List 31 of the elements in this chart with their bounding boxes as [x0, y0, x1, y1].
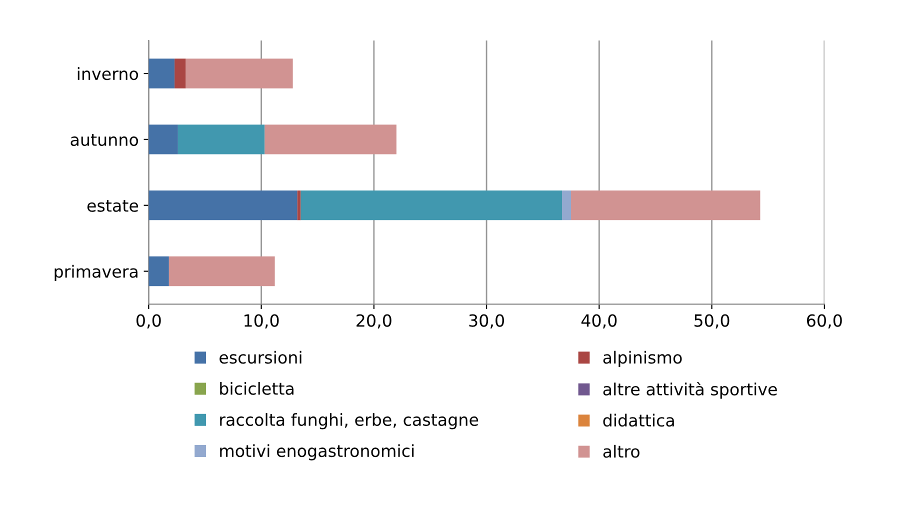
x-tick-label: 10,0 — [244, 314, 279, 329]
legend-label: altro — [603, 444, 640, 458]
bar — [148, 190, 298, 220]
legend-label: altre attività sportive — [603, 382, 777, 399]
x-tick-label: 0,0 — [136, 314, 161, 329]
y-tick-label: estate — [87, 200, 138, 212]
bar — [178, 124, 265, 154]
bar — [300, 190, 562, 220]
bar — [264, 124, 396, 154]
x-tick-label: 20,0 — [356, 314, 392, 329]
x-tick-label: 60,0 — [807, 314, 842, 329]
bar — [186, 58, 293, 88]
y-tick-label: autunno — [70, 134, 138, 146]
bar — [562, 190, 572, 220]
y-tick-label: inverno — [78, 67, 138, 80]
x-tick-label: 40,0 — [581, 314, 617, 329]
legend-label: didattica — [603, 414, 674, 427]
x-tick-label: 50,0 — [694, 314, 730, 329]
bar — [148, 124, 178, 154]
bar — [148, 58, 175, 88]
legend-label: escursioni — [220, 350, 302, 364]
legend-label: bicicletta — [220, 382, 294, 395]
bar — [174, 58, 186, 88]
legend-label: raccolta funghi, erbe, castagne — [220, 413, 478, 430]
bar — [168, 256, 275, 286]
y-tick-label: primavera — [54, 264, 138, 282]
bar — [148, 256, 169, 286]
x-tick-label: 30,0 — [469, 314, 504, 329]
legend-label: alpinismo — [603, 350, 682, 367]
legend-label: motivi enogastronomici — [220, 444, 414, 460]
bar — [571, 190, 760, 220]
